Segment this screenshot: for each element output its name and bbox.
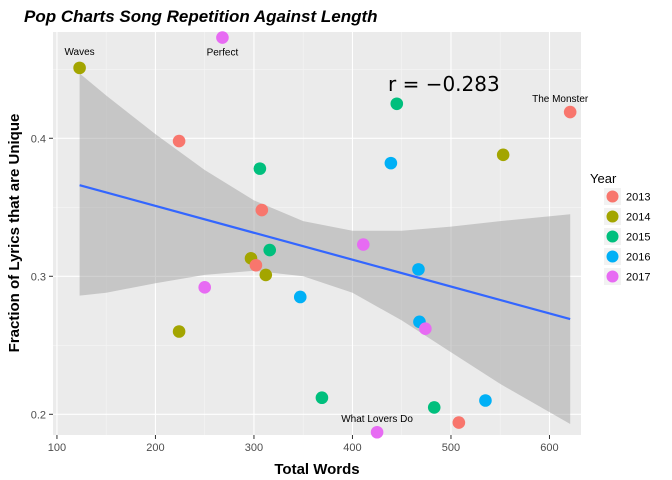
confidence-band [79,73,571,425]
data-point-2014 [259,268,273,282]
x-tick-label: 400 [343,442,361,454]
point-label: Perfect [207,48,239,59]
x-tick-label: 100 [48,442,66,454]
chart-title: Pop Charts Song Repetition Against Lengt… [24,7,378,26]
data-point-2017 [356,238,370,251]
point-label: What Lovers Do [341,414,413,425]
legend-label: 2016 [626,252,650,264]
point-label: Waves [64,47,94,58]
correlation-annotation: r = −0.283 [388,72,500,96]
confidence-band-area [79,73,571,425]
legend-title: Year [590,171,617,186]
x-axis-ticks: 100 200 300 400 500 600 [48,435,559,454]
point-labels: Waves Perfect The Monster What Lovers Do [64,47,588,425]
y-tick-label: 0.4 [31,133,46,145]
x-tick-label: 300 [245,442,263,454]
data-point-2016 [384,156,398,170]
data-point-2014 [496,148,510,162]
legend-label: 2013 [626,192,650,204]
legend-key-2015 [606,230,619,243]
data-point-2017 [216,31,229,44]
legend: Year 2013 2014 2015 2016 2017 [590,171,650,285]
point-label: The Monster [532,94,589,105]
data-point-2013 [563,105,577,119]
y-tick-label: 0.2 [31,409,46,421]
legend-key-2017 [606,270,619,283]
data-point-2015 [263,243,277,257]
legend-label: 2017 [626,272,650,284]
y-axis-title: Fraction of Lyrics that are Unique [6,114,23,353]
data-point-2016 [293,290,307,304]
legend-key-2014 [606,210,619,223]
data-point-2017 [419,322,432,336]
data-point-2013 [172,134,186,148]
legend-key-2016 [606,250,619,263]
x-axis-title: Total Words [274,461,359,478]
data-point-2014 [73,61,86,75]
data-point-2017 [370,425,384,439]
data-point-2015 [427,401,441,414]
y-axis-ticks: 0.2 0.3 0.4 [31,133,53,421]
fit-line [79,184,571,321]
data-point-2013 [249,258,263,272]
x-tick-label: 500 [442,442,460,454]
legend-label: 2015 [626,232,650,244]
data-point-2013 [452,416,466,429]
data-point-2015 [253,162,267,175]
y-tick-label: 0.3 [31,271,46,283]
data-points [73,31,577,439]
regression-line [79,184,571,321]
data-point-2015 [390,97,404,111]
data-point-2013 [255,203,269,217]
data-point-2015 [315,391,329,405]
legend-key-2013 [606,190,619,203]
data-point-2016 [479,394,492,407]
plot-panel [53,32,581,435]
data-point-2017 [198,281,212,294]
legend-label: 2014 [626,212,650,224]
data-point-2016 [412,263,425,276]
data-point-2014 [172,325,186,338]
x-tick-label: 200 [146,442,164,454]
x-tick-label: 600 [540,442,558,454]
